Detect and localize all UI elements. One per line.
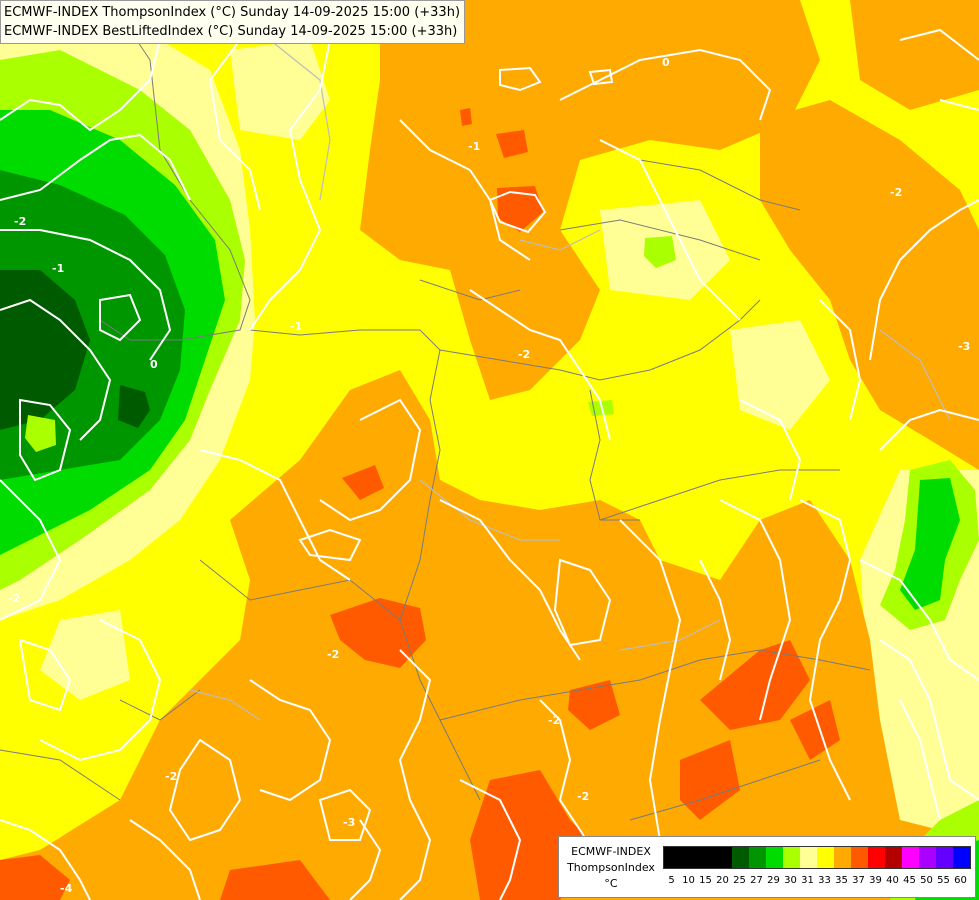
contour-label: -1	[52, 262, 64, 275]
legend-tick-label: 39	[869, 875, 882, 886]
title-thompson-index: ECMWF-INDEX ThompsonIndex (°C) Sunday 14…	[4, 5, 461, 20]
legend-tick-label: 27	[750, 875, 763, 886]
legend-swatch	[851, 847, 868, 868]
legend-swatch	[715, 847, 732, 868]
legend-tick-label: 31	[801, 875, 814, 886]
legend-swatch	[800, 847, 817, 868]
contour-label: -2	[890, 186, 902, 199]
pale-yellow-patches	[40, 40, 979, 840]
legend-color-bar	[663, 846, 971, 869]
legend-title-parameter: ThompsonIndex	[567, 861, 655, 874]
legend-tick-label: 20	[716, 875, 729, 886]
legend-tick-label: 35	[835, 875, 848, 886]
contour-label: -2	[14, 215, 26, 228]
legend-title-model: ECMWF-INDEX	[571, 845, 651, 858]
contour-label: -1	[290, 320, 302, 333]
legend-tick-label: 10	[682, 875, 695, 886]
contour-label: -2	[165, 770, 177, 783]
legend-swatch	[919, 847, 936, 868]
contour-label: -3	[343, 816, 355, 829]
legend-swatch	[834, 847, 851, 868]
map-title-box: ECMWF-INDEX ThompsonIndex (°C) Sunday 14…	[0, 0, 466, 44]
contour-label: -1	[468, 140, 480, 153]
contour-label: -2	[518, 348, 530, 361]
contour-label: -2	[548, 714, 560, 727]
legend-swatch	[681, 847, 698, 868]
legend-swatch	[953, 847, 970, 868]
legend-swatch	[698, 847, 715, 868]
legend-swatch	[902, 847, 919, 868]
contour-label: 0	[662, 56, 670, 69]
legend-swatch	[868, 847, 885, 868]
contour-label: -3	[958, 340, 970, 353]
legend-swatch	[936, 847, 953, 868]
legend-swatch	[664, 847, 681, 868]
legend-tick-label: 37	[852, 875, 865, 886]
contour-label: -2	[8, 592, 20, 605]
legend-tick-label: 15	[699, 875, 712, 886]
country-borders	[0, 0, 871, 821]
color-legend: ECMWF-INDEX ThompsonIndex °C 5 10 15 20 25 27…	[558, 836, 976, 898]
legend-tick-label: 5	[668, 875, 675, 886]
contour-label: -2	[577, 790, 589, 803]
red-orange-hotspots	[0, 108, 840, 900]
contour-label: -4	[60, 882, 73, 895]
legend-unit: °C	[604, 877, 618, 890]
legend-tick-label: 45	[903, 875, 916, 886]
legend-tick-label: 25	[733, 875, 746, 886]
contour-label: 0	[150, 358, 158, 371]
legend-swatch	[817, 847, 834, 868]
title-best-lifted-index: ECMWF-INDEX BestLiftedIndex (°C) Sunday …	[4, 24, 458, 39]
legend-tick-label: 55	[937, 875, 950, 886]
green-field	[0, 0, 255, 620]
legend-swatch	[885, 847, 902, 868]
secondary-borders	[189, 39, 951, 721]
legend-tick-label: 29	[767, 875, 780, 886]
legend-tick-label: 50	[920, 875, 933, 886]
contour-label: -2	[327, 648, 339, 661]
legend-tick-label: 40	[886, 875, 899, 886]
legend-tick-label: 60	[954, 875, 967, 886]
contour-labels: -2 -1 0 -2 -1 -2 -2 -2 -3 -1 0 -2 -3 -2 …	[8, 56, 970, 895]
legend-tick-label: 33	[818, 875, 831, 886]
legend-swatch	[783, 847, 800, 868]
legend-swatch	[766, 847, 783, 868]
legend-swatch	[732, 847, 749, 868]
legend-swatch	[749, 847, 766, 868]
legend-tick-label: 30	[784, 875, 797, 886]
